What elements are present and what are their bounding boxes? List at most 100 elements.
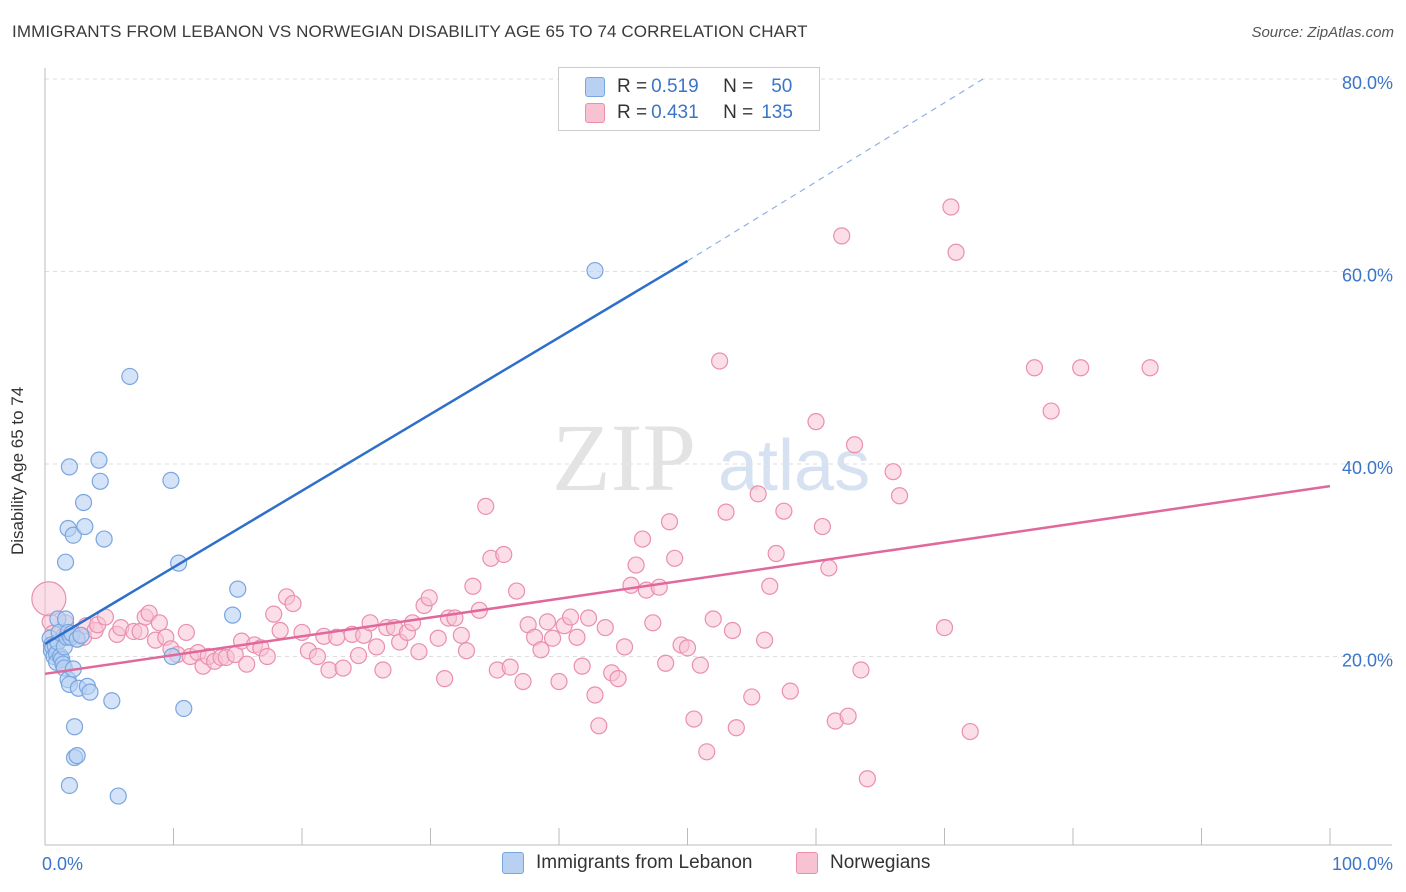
lebanon-point xyxy=(68,747,86,765)
x-tick-labels: 0.0% 100.0% xyxy=(42,854,1393,874)
legend-item-norwegians: Norwegians xyxy=(796,852,930,874)
lebanon-point xyxy=(60,776,79,795)
axes xyxy=(44,68,1392,846)
norwegians-point xyxy=(833,227,851,245)
norwegians-point xyxy=(858,770,877,788)
norwegians-point xyxy=(568,628,586,646)
source-label: Source: ZipAtlas.com xyxy=(1251,24,1394,41)
lebanon-point xyxy=(56,553,75,571)
norwegians-point xyxy=(615,638,634,656)
norwegians-point xyxy=(495,545,513,564)
norwegians-point xyxy=(550,672,568,691)
lebanon-point xyxy=(81,683,99,701)
lebanon-point xyxy=(60,458,79,476)
norwegians-point xyxy=(590,717,608,735)
norwegians-point xyxy=(265,605,283,623)
trend-lines xyxy=(44,78,1331,676)
norwegians-point xyxy=(685,710,703,728)
norwegians-point xyxy=(538,613,557,631)
norwegians-point xyxy=(723,621,742,640)
lebanon-trend-line xyxy=(44,259,689,646)
chart-title: IMMIGRANTS FROM LEBANON VS NORWEGIAN DIS… xyxy=(12,22,808,41)
norwegians-point xyxy=(429,629,447,647)
norwegians-point xyxy=(477,497,495,515)
lebanon-point xyxy=(175,699,193,718)
norwegians-point xyxy=(935,619,954,637)
y-axis-label: Disability Age 65 to 74 xyxy=(8,386,27,555)
n-label: N = xyxy=(723,102,754,123)
norwegians-point xyxy=(308,647,327,666)
norwegians-point xyxy=(271,621,289,640)
r-label: R = xyxy=(617,102,648,123)
norwegians-point xyxy=(622,576,640,594)
norwegians-point xyxy=(507,582,526,600)
lebanon-swatch xyxy=(585,77,605,97)
lebanon-point xyxy=(95,530,113,548)
norwegians-point xyxy=(367,638,386,656)
norwegians-point xyxy=(691,656,709,674)
norwegians-point xyxy=(627,556,645,574)
norwegians-point xyxy=(807,413,825,431)
norwegians-point xyxy=(942,198,960,216)
norwegians-point xyxy=(813,517,832,536)
n-value: 50 xyxy=(771,76,793,97)
legend-item-lebanon: Immigrants from Lebanon xyxy=(502,852,753,874)
norwegians-point xyxy=(349,646,368,665)
norwegians-point xyxy=(761,577,779,595)
lebanon-point xyxy=(72,626,90,644)
watermark-zip: ZIP xyxy=(552,404,696,511)
norwegians-point xyxy=(743,688,761,706)
lebanon-legend-swatch xyxy=(502,852,524,874)
norwegians-point xyxy=(514,672,532,691)
y-tick-label: 60.0% xyxy=(1342,266,1393,286)
norwegians-point xyxy=(845,436,864,454)
norwegians-point xyxy=(890,487,909,505)
stats-legend-row-norwegians: R = 0.431 N = 135 xyxy=(585,102,793,124)
norwegians-point xyxy=(727,719,745,737)
watermark-atlas: atlas xyxy=(718,426,870,506)
norwegians-point xyxy=(436,670,454,688)
norwegians-point xyxy=(586,686,604,704)
norwegians-point xyxy=(657,654,675,672)
norwegians-point xyxy=(238,655,256,673)
norwegians-point xyxy=(1072,359,1090,377)
norwegians-point xyxy=(704,610,722,628)
lebanon-point xyxy=(586,261,604,280)
norwegians-legend-swatch xyxy=(796,852,818,874)
n-label: N = xyxy=(723,76,754,97)
y-tick-labels: 20.0% 40.0% 60.0% 80.0% xyxy=(1342,73,1393,671)
norwegians-point xyxy=(961,722,979,741)
norwegians-point xyxy=(660,513,679,531)
norwegians-point xyxy=(717,503,735,521)
lebanon-point xyxy=(121,367,139,386)
norwegians-point xyxy=(947,243,965,261)
norwegians-point xyxy=(755,631,774,649)
norwegians-point xyxy=(131,622,149,641)
watermark: ZIP atlas xyxy=(552,404,870,511)
stats-legend: R = 0.519 N = 50 R = 0.431 N = 135 xyxy=(558,67,820,131)
lebanon-legend-label: Immigrants from Lebanon xyxy=(536,852,753,873)
norwegians-point xyxy=(150,614,168,632)
lebanon-point xyxy=(103,692,121,710)
norwegians-point xyxy=(457,642,476,660)
norwegians-point xyxy=(596,619,614,637)
lebanon-point xyxy=(90,451,108,469)
norwegians-point xyxy=(403,614,422,632)
norwegians-point xyxy=(420,589,438,607)
norwegians-point xyxy=(633,530,652,548)
norwegians-point xyxy=(698,743,716,761)
norwegians-point xyxy=(543,629,562,647)
norwegians-point xyxy=(1042,402,1060,420)
y-tick-label: 20.0% xyxy=(1342,651,1393,671)
r-value: 0.519 xyxy=(651,76,699,97)
y-tick-label: 40.0% xyxy=(1342,458,1393,478)
norwegians-point xyxy=(650,578,668,596)
lebanon-points xyxy=(41,261,604,805)
norwegians-point xyxy=(573,657,591,675)
lebanon-point xyxy=(162,471,180,489)
norwegians-point xyxy=(532,641,550,659)
norwegians-point xyxy=(644,614,662,632)
norwegians-point xyxy=(749,485,767,503)
lebanon-trend-extension xyxy=(687,78,984,262)
